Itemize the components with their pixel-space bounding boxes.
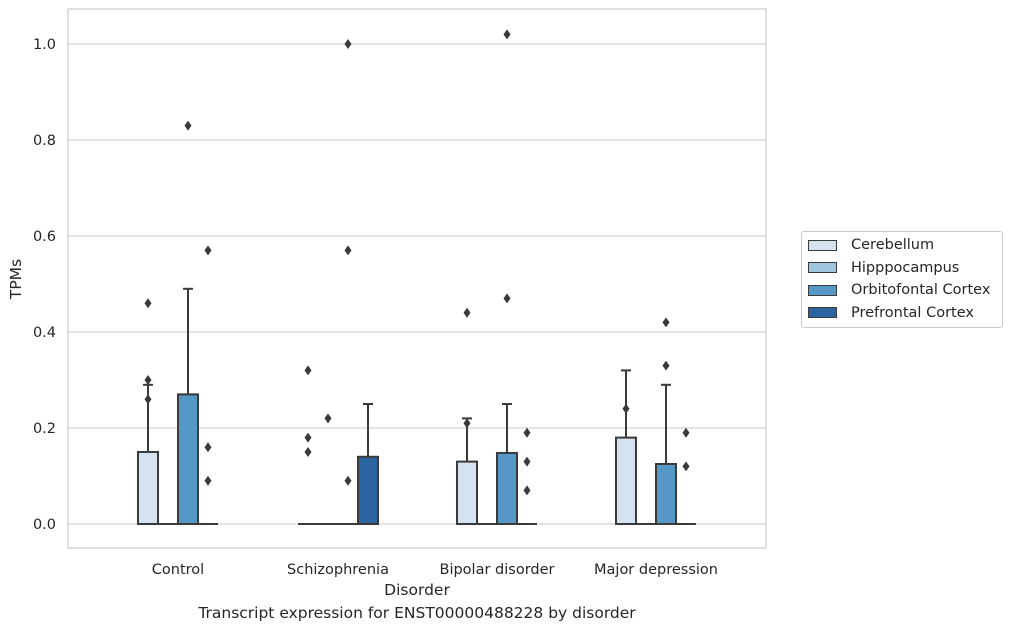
outlier-point bbox=[204, 475, 212, 486]
box-orbitofontal-cortex bbox=[177, 120, 199, 525]
outlier-point bbox=[523, 485, 531, 496]
outlier-point bbox=[304, 432, 312, 443]
outlier-point bbox=[682, 461, 690, 472]
outlier-point bbox=[662, 360, 670, 371]
legend-item: Orbitofontal Cortex bbox=[802, 279, 1002, 302]
outlier-point bbox=[463, 418, 471, 429]
outlier-point bbox=[682, 427, 690, 438]
box-hipppocampus bbox=[318, 413, 338, 525]
x-tick-label: Bipolar disorder bbox=[440, 562, 555, 578]
outlier-point bbox=[304, 447, 312, 457]
x-tick-label: Major depression bbox=[594, 562, 718, 578]
figure-caption: Transcript expression for ENST0000048822… bbox=[198, 604, 636, 622]
box-prefrontal-cortex bbox=[517, 427, 537, 525]
outlier-point bbox=[523, 427, 531, 438]
box-prefrontal-cortex bbox=[198, 245, 218, 525]
box bbox=[615, 436, 637, 526]
y-tick-label: 1.0 bbox=[33, 37, 56, 53]
box-cerebellum bbox=[298, 365, 318, 525]
box-orbitofontal-cortex bbox=[655, 317, 677, 525]
outlier-point bbox=[463, 307, 471, 318]
outlier-point bbox=[204, 442, 212, 453]
outlier-point bbox=[344, 245, 352, 256]
outlier-point bbox=[204, 245, 212, 256]
box bbox=[137, 451, 159, 525]
legend-swatch bbox=[808, 307, 837, 319]
box bbox=[177, 393, 199, 525]
box bbox=[655, 463, 677, 525]
outlier-point bbox=[324, 413, 332, 424]
legend-item: Hipppocampus bbox=[802, 257, 1002, 280]
outlier-point bbox=[503, 29, 511, 40]
box-cerebellum bbox=[615, 369, 637, 526]
legend-swatch bbox=[808, 284, 837, 296]
x-tick-label: Schizophrenia bbox=[287, 562, 389, 578]
legend-swatch bbox=[808, 262, 837, 274]
outlier-point bbox=[523, 456, 531, 467]
legend-swatch bbox=[808, 239, 837, 251]
box-prefrontal-cortex bbox=[676, 427, 696, 525]
outlier-point bbox=[144, 375, 152, 385]
x-tick-label: Control bbox=[152, 562, 204, 578]
y-tick-label: 0.6 bbox=[33, 229, 56, 245]
gridlines bbox=[68, 43, 766, 525]
x-tick-labels: Control Schizophrenia Bipolar disorder Majo… bbox=[152, 562, 718, 578]
legend-label: Orbitofontal Cortex bbox=[851, 282, 991, 299]
outlier-point bbox=[184, 120, 192, 131]
box-cerebellum bbox=[137, 298, 159, 525]
outlier-point bbox=[622, 403, 630, 414]
outlier-point bbox=[344, 39, 352, 49]
legend-label: Hipppocampus bbox=[851, 259, 960, 276]
outlier-point bbox=[144, 394, 152, 405]
legend-label: Prefrontal Cortex bbox=[851, 304, 974, 321]
box bbox=[357, 455, 379, 525]
y-tick-label: 0.8 bbox=[33, 133, 56, 149]
box-cerebellum bbox=[456, 307, 478, 526]
box-layer bbox=[137, 29, 696, 526]
legend: Cerebellum Hipppocampus Orbitofontal Corte… bbox=[801, 231, 1003, 328]
outlier-point bbox=[144, 298, 152, 309]
plot-frame bbox=[67, 8, 767, 549]
y-tick-label: 0.2 bbox=[33, 421, 56, 437]
box-prefrontal-cortex bbox=[357, 403, 379, 525]
outlier-point bbox=[503, 293, 511, 304]
y-tick-label: 0.4 bbox=[33, 325, 56, 341]
box bbox=[456, 460, 478, 526]
outlier-point bbox=[344, 475, 352, 486]
outlier-point bbox=[662, 317, 670, 328]
x-axis-label: Disorder bbox=[384, 581, 450, 599]
y-tick-labels: 0.0 0.2 0.4 0.6 0.8 1.0 bbox=[33, 37, 56, 533]
outlier-point bbox=[304, 365, 312, 376]
box-orbitofontal-cortex bbox=[338, 39, 358, 525]
legend-item: Cerebellum bbox=[802, 234, 1002, 257]
legend-item: Prefrontal Cortex bbox=[802, 302, 1002, 325]
y-axis-label: TPMs bbox=[7, 259, 25, 300]
y-tick-label: 0.0 bbox=[33, 517, 56, 533]
box-orbitofontal-cortex bbox=[496, 29, 518, 525]
box bbox=[496, 451, 518, 525]
legend-label: Cerebellum bbox=[851, 237, 935, 254]
